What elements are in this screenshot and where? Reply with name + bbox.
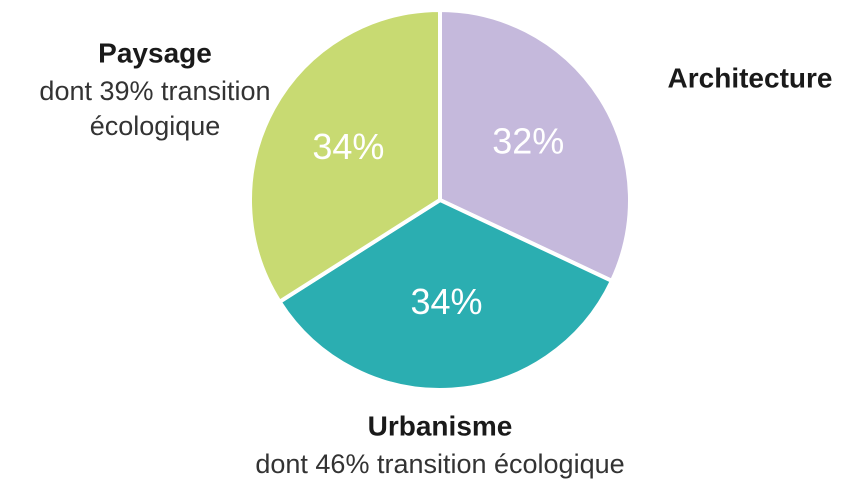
category-label: Architecture <box>668 62 833 93</box>
value-label: 34% <box>312 126 384 167</box>
pie-slice <box>276 197 615 392</box>
value-label: 34% <box>411 281 483 322</box>
category-label: Paysage <box>98 37 212 68</box>
category-label: Urbanisme <box>368 410 513 441</box>
value-label: 32% <box>492 121 564 162</box>
pie-slice <box>248 7 442 305</box>
pie-slice <box>438 7 632 284</box>
annotation: dont 39% transition <box>39 76 270 106</box>
annotation: écologique <box>90 111 221 141</box>
annotation: dont 46% transition écologique <box>255 449 624 479</box>
